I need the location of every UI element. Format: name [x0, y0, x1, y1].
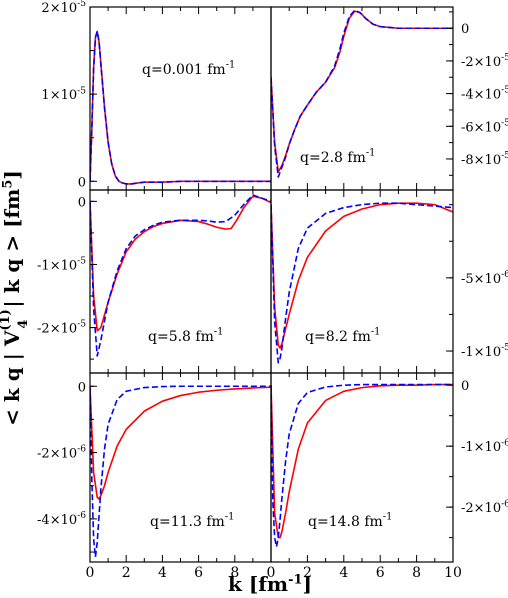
series-solid-red-line [90, 386, 271, 500]
x-tick-label: 8 [230, 565, 239, 581]
x-tick-label: 2 [122, 565, 131, 581]
y-tick-label: 0 [461, 22, 469, 37]
y-tick-label: -2×10-5 [37, 320, 86, 337]
panel-annotation: q=5.8 fm-1 [148, 327, 223, 345]
y-tick-label: -8×10-5 [461, 151, 508, 168]
panel-1: 0 1×10-5 2×10-5 q=0.001 fm-1 [41, 0, 272, 191]
y-axis-label: < k q | V (1) 4 | k q > [fm5] [0, 170, 31, 426]
x-tick-label: 0 [267, 565, 276, 581]
y-tick-label: -1×10-5 [461, 343, 508, 360]
y-tick-label: 0 [78, 175, 86, 190]
x-tick-label: 2 [303, 565, 312, 581]
panel-2: 0 -2×10-5 -4×10-5 -6×10-5 -8×10-5 q=2.8 fm-1 [270, 6, 508, 191]
y-tick-label: -2×10-6 [37, 445, 86, 462]
series-solid-red-line [271, 202, 453, 349]
y-tick-label: 0 [461, 379, 469, 394]
panel-frame [270, 372, 454, 563]
x-tick-label: 4 [158, 565, 167, 581]
panel-6: 0 -1×10-6 -2×10-6 q=14.8 fm-1 [270, 372, 508, 563]
y-tick-label: -4×10-5 [461, 86, 508, 103]
panel-annotation: q=14.8 fm-1 [308, 512, 392, 530]
y-tick-label: 0 [78, 195, 86, 210]
x-tick-label: 10 [444, 565, 462, 581]
panel-annotation: q=2.8 fm-1 [300, 148, 375, 166]
y-tick-label: 1×10-5 [41, 86, 86, 103]
y-tick-label: -1×10-6 [461, 438, 508, 455]
y-tick-label: -1×10-5 [37, 257, 86, 274]
x-tick-label: 6 [194, 565, 203, 581]
panel-4: -5×10-6 -1×10-5 q=8.2 fm-1 [270, 189, 508, 374]
series-dashed-blue-line [90, 385, 271, 558]
y-tick-label: -2×10-6 [461, 499, 508, 516]
y-tick-label: 0 [78, 380, 86, 395]
series-dashed-blue-line [271, 383, 453, 548]
panel-annotation: q=0.001 fm-1 [142, 60, 235, 78]
y-tick-label: -5×10-6 [461, 270, 508, 287]
x-tick-label: 6 [376, 565, 385, 581]
series-dashed-blue-line [271, 202, 453, 364]
panel-frame [89, 189, 272, 374]
x-tick-label: 4 [339, 565, 348, 581]
x-axis-label: k [fm-1] [228, 572, 312, 596]
panel-5: 0 -2×10-6 -4×10-6 q=11.3 fm-1 [37, 372, 272, 563]
panel-frame [89, 6, 272, 191]
panel-annotation: q=8.2 fm-1 [305, 327, 380, 345]
series-dashed-blue-line [90, 30, 271, 185]
series-dashed-blue-line [271, 9, 453, 178]
x-tick-labels: 0 2 4 6 8 0 2 4 6 8 10 [86, 565, 462, 581]
y-tick-label: -6×10-5 [461, 118, 508, 135]
series-solid-red-line [90, 30, 271, 185]
series-solid-red-line [90, 195, 271, 332]
x-tick-label: 8 [412, 565, 421, 581]
panel-3: 0 -1×10-5 -2×10-5 q=5.8 fm-1 [37, 189, 272, 374]
y-tick-label: 2×10-5 [41, 0, 86, 16]
y-tick-label: -4×10-6 [37, 511, 86, 528]
series-solid-red-line [271, 10, 453, 173]
x-tick-label: 0 [86, 565, 95, 581]
y-tick-label: -2×10-5 [461, 53, 508, 70]
series-dashed-blue-line [90, 194, 271, 357]
panel-annotation: q=11.3 fm-1 [150, 512, 234, 530]
